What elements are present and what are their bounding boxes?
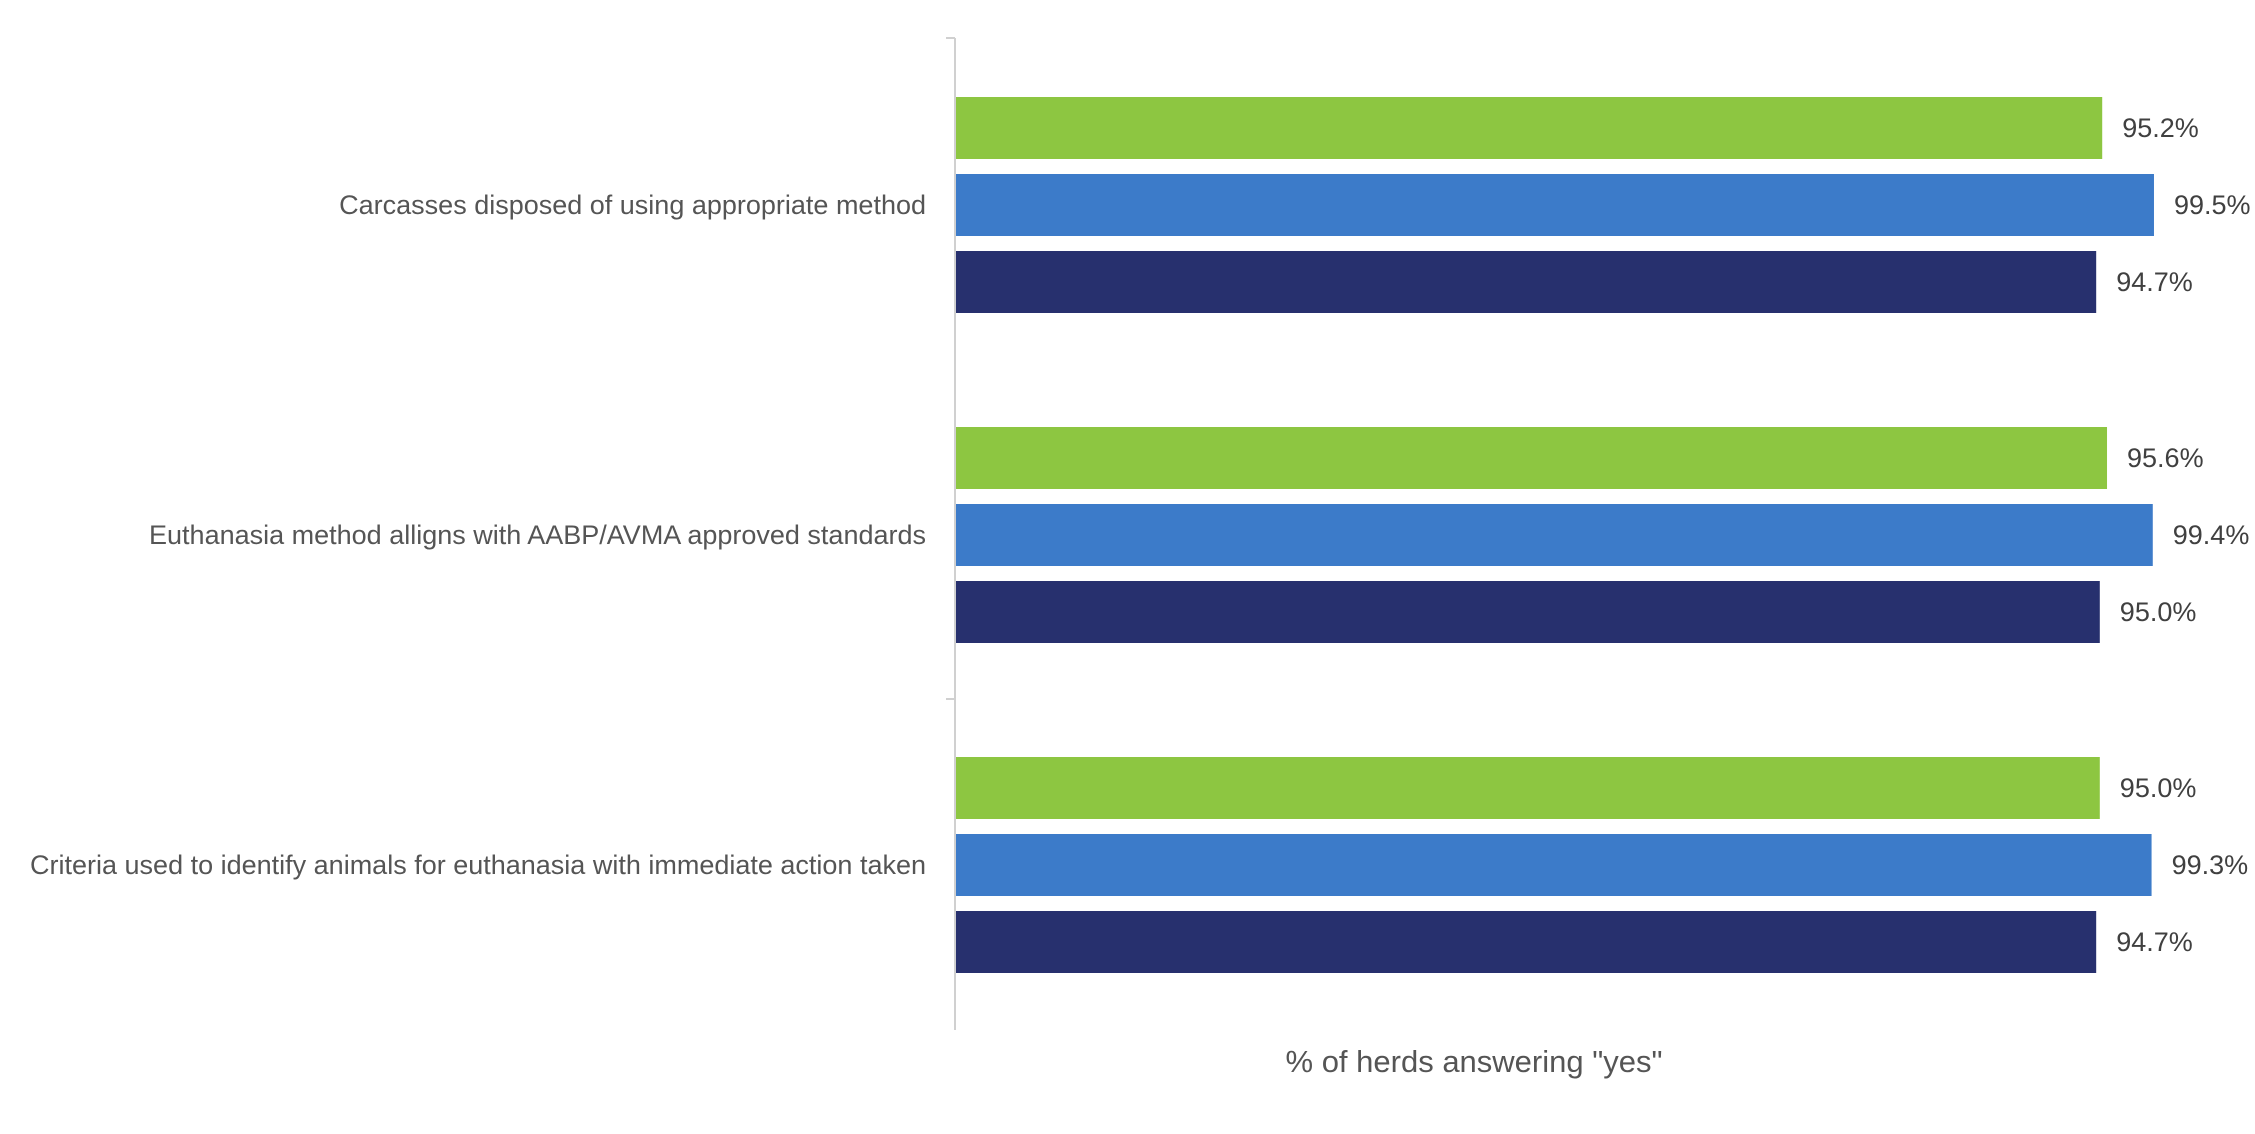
data-label: 95.0% xyxy=(2120,773,2197,803)
x-axis-title: % of herds answering "yes" xyxy=(1286,1044,1663,1079)
bar-2-1 xyxy=(956,174,2154,236)
bar-2-3 xyxy=(956,834,2152,896)
data-label: 99.4% xyxy=(2173,520,2250,550)
data-label: 94.7% xyxy=(2116,267,2193,297)
bar-3-3 xyxy=(956,911,2097,973)
bar-3-1 xyxy=(956,251,2097,313)
data-label: 95.2% xyxy=(2122,113,2199,143)
bar-1-3 xyxy=(956,757,2100,819)
category-label: Euthanasia method alligns with AABP/AVMA… xyxy=(149,520,926,550)
data-label: 95.6% xyxy=(2127,443,2204,473)
bar-1-2 xyxy=(956,427,2108,489)
bars-layer xyxy=(956,97,2154,973)
bar-2-2 xyxy=(956,504,2153,566)
category-label: Criteria used to identify animals for eu… xyxy=(30,850,926,880)
data-label: 95.0% xyxy=(2120,597,2197,627)
bar-3-2 xyxy=(956,581,2100,643)
category-label: Carcasses disposed of using appropriate … xyxy=(339,190,926,220)
data-label: 99.3% xyxy=(2172,850,2249,880)
axis-layer xyxy=(946,37,956,1030)
bar-1-1 xyxy=(956,97,2103,159)
category-labels-layer: Carcasses disposed of using appropriate … xyxy=(30,190,926,880)
data-label: 94.7% xyxy=(2116,927,2193,957)
value-labels-layer: 95.2% 99.5% 94.7% 95.6% 99.4% 95.0% 95.0% 99.3%… xyxy=(2116,113,2250,957)
data-label: 99.5% xyxy=(2174,190,2251,220)
